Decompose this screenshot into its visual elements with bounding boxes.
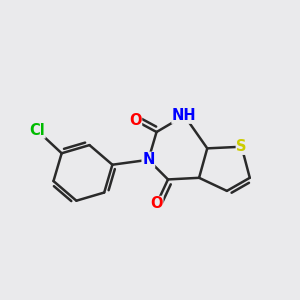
Text: S: S xyxy=(236,139,247,154)
Text: N: N xyxy=(142,152,154,167)
Text: O: O xyxy=(150,196,163,211)
Text: NH: NH xyxy=(172,108,197,123)
Text: Cl: Cl xyxy=(29,123,45,138)
Text: O: O xyxy=(129,113,142,128)
